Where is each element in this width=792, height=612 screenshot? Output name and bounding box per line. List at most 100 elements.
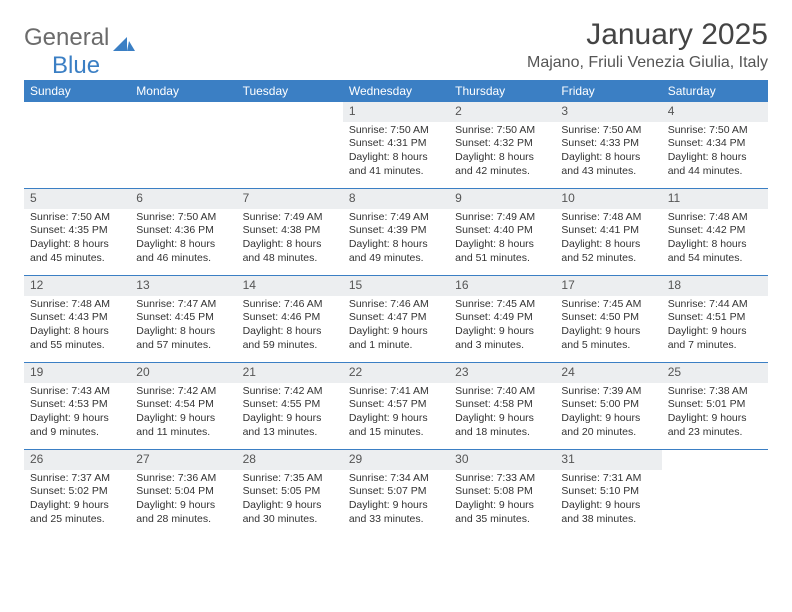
day-cell: 4Sunrise: 7:50 AMSunset: 4:34 PMDaylight… <box>662 102 768 188</box>
week-row: 26 Sunrise: 7:37 AMSunset: 5:02 PM Dayligh… <box>24 450 768 536</box>
day-number: 18 <box>662 276 768 296</box>
daylight-text: Daylight: 9 hours and 23 minutes. <box>668 412 762 439</box>
sunset-text: Sunset: 4:34 PM <box>668 137 762 151</box>
sunrise-text: Sunrise: 7:50 AM <box>136 211 230 225</box>
daylight-text: Daylight: 9 hours and 3 minutes. <box>455 325 549 352</box>
day-header-cell: Monday <box>130 80 236 102</box>
sunrise-text: Sunrise: 7:45 AM <box>455 298 549 312</box>
brand-logo: General <box>24 24 137 52</box>
week-row: 5Sunrise: 7:50 AMSunset: 4:35 PMDaylight… <box>24 189 768 276</box>
daylight-text: Daylight: 9 hours and 18 minutes. <box>455 412 549 439</box>
sunset-text: Sunset: 4:33 PM <box>561 137 655 151</box>
day-details: Sunrise: 7:49 AMSunset: 4:39 PMDaylight:… <box>343 209 449 270</box>
day-details: Sunrise: 7:45 AMSunset: 4:49 PMDaylight:… <box>449 296 555 357</box>
week-row: ...1Sunrise: 7:50 AMSunset: 4:31 PMDayli… <box>24 102 768 189</box>
day-number: 1 <box>343 102 449 122</box>
day-details: Sunrise: 7:40 AMSunset: 4:58 PMDaylight:… <box>449 383 555 444</box>
daylight-text: Daylight: 9 hours and 33 minutes. <box>349 499 443 526</box>
daylight-text: Daylight: 9 hours and 28 minutes. <box>136 499 230 526</box>
sunrise-text: Sunrise: 7:50 AM <box>455 124 549 138</box>
day-cell: 21Sunrise: 7:42 AMSunset: 4:55 PMDayligh… <box>237 363 343 449</box>
day-number: 25 <box>662 363 768 383</box>
day-cell: . <box>130 102 236 188</box>
day-cell: 2Sunrise: 7:50 AMSunset: 4:32 PMDaylight… <box>449 102 555 188</box>
day-details: Sunrise: 7:31 AMSunset: 5:10 PMDaylight:… <box>555 470 661 531</box>
sunrise-text: Sunrise: 7:50 AM <box>30 211 124 225</box>
sunrise-text: Sunrise: 7:49 AM <box>455 211 549 225</box>
day-cell: 14Sunrise: 7:46 AMSunset: 4:46 PMDayligh… <box>237 276 343 362</box>
week-row: 19Sunrise: 7:43 AMSunset: 4:53 PMDayligh… <box>24 363 768 450</box>
sunset-text: Sunset: 4:47 PM <box>349 311 443 325</box>
day-details: Sunrise: 7:34 AMSunset: 5:07 PMDaylight:… <box>343 470 449 531</box>
sunrise-text: Sunrise: 7:31 AM <box>561 472 655 486</box>
sunset-text: Sunset: 4:58 PM <box>455 398 549 412</box>
sunset-text: Sunset: 4:35 PM <box>30 224 124 238</box>
day-cell: 25 Sunrise: 7:38 AMSunset: 5:01 PMDayligh… <box>662 363 768 449</box>
day-details: Sunrise: 7:50 AMSunset: 4:32 PMDaylight:… <box>449 122 555 183</box>
day-details: Sunrise: 7:44 AMSunset: 4:51 PMDaylight:… <box>662 296 768 357</box>
day-number: 20 <box>130 363 236 383</box>
day-details: Sunrise: 7:42 AMSunset: 4:55 PMDaylight:… <box>237 383 343 444</box>
sunrise-text: Sunrise: 7:37 AM <box>30 472 124 486</box>
day-cell: 9Sunrise: 7:49 AMSunset: 4:40 PMDaylight… <box>449 189 555 275</box>
day-cell: 28Sunrise: 7:35 AMSunset: 5:05 PMDayligh… <box>237 450 343 536</box>
day-cell: 27Sunrise: 7:36 AMSunset: 5:04 PMDayligh… <box>130 450 236 536</box>
sunrise-text: Sunrise: 7:47 AM <box>136 298 230 312</box>
day-cell: 23Sunrise: 7:40 AMSunset: 4:58 PMDayligh… <box>449 363 555 449</box>
sunrise-text: Sunrise: 7:45 AM <box>561 298 655 312</box>
daylight-text: Daylight: 9 hours and 5 minutes. <box>561 325 655 352</box>
sunset-text: Sunset: 4:50 PM <box>561 311 655 325</box>
sunset-text: Sunset: 4:55 PM <box>243 398 337 412</box>
day-header-cell: Saturday <box>662 80 768 102</box>
day-number: 27 <box>130 450 236 470</box>
day-number: 10 <box>555 189 661 209</box>
day-number: 13 <box>130 276 236 296</box>
day-cell: 3Sunrise: 7:50 AMSunset: 4:33 PMDaylight… <box>555 102 661 188</box>
daylight-text: Daylight: 8 hours and 52 minutes. <box>561 238 655 265</box>
triangle-icon <box>113 30 135 46</box>
sunset-text: Sunset: 5:08 PM <box>455 485 549 499</box>
sunrise-text: Sunrise: 7:46 AM <box>243 298 337 312</box>
sunrise-text: Sunrise: 7:49 AM <box>349 211 443 225</box>
sunrise-text: Sunrise: 7:48 AM <box>561 211 655 225</box>
sunset-text: Sunset: 4:38 PM <box>243 224 337 238</box>
day-number: 8 <box>343 189 449 209</box>
day-number: 9 <box>449 189 555 209</box>
day-number: 15 <box>343 276 449 296</box>
sunrise-text: Sunrise: 7:50 AM <box>561 124 655 138</box>
daylight-text: Daylight: 9 hours and 30 minutes. <box>243 499 337 526</box>
day-cell: 1Sunrise: 7:50 AMSunset: 4:31 PMDaylight… <box>343 102 449 188</box>
day-details: Sunrise: 7:50 AMSunset: 4:36 PMDaylight:… <box>130 209 236 270</box>
calendar: SundayMondayTuesdayWednesdayThursdayFrid… <box>24 80 768 536</box>
day-details: Sunrise: 7:33 AMSunset: 5:08 PMDaylight:… <box>449 470 555 531</box>
sunset-text: Sunset: 4:57 PM <box>349 398 443 412</box>
day-details: Sunrise: 7:35 AMSunset: 5:05 PMDaylight:… <box>237 470 343 531</box>
daylight-text: Daylight: 8 hours and 43 minutes. <box>561 151 655 178</box>
day-cell: 7Sunrise: 7:49 AMSunset: 4:38 PMDaylight… <box>237 189 343 275</box>
sunset-text: Sunset: 4:40 PM <box>455 224 549 238</box>
day-header-cell: Tuesday <box>237 80 343 102</box>
sunrise-text: Sunrise: 7:43 AM <box>30 385 124 399</box>
daylight-text: Daylight: 8 hours and 59 minutes. <box>243 325 337 352</box>
day-cell: 13Sunrise: 7:47 AMSunset: 4:45 PMDayligh… <box>130 276 236 362</box>
day-details: Sunrise: 7:49 AMSunset: 4:38 PMDaylight:… <box>237 209 343 270</box>
day-cell: 19Sunrise: 7:43 AMSunset: 4:53 PMDayligh… <box>24 363 130 449</box>
sunrise-text: Sunrise: 7:42 AM <box>136 385 230 399</box>
location-text: Majano, Friuli Venezia Giulia, Italy <box>527 54 768 72</box>
sunrise-text: Sunrise: 7:39 AM <box>561 385 655 399</box>
day-cell: 15Sunrise: 7:46 AMSunset: 4:47 PMDayligh… <box>343 276 449 362</box>
daylight-text: Daylight: 8 hours and 49 minutes. <box>349 238 443 265</box>
day-details: Sunrise: 7:41 AMSunset: 4:57 PMDaylight:… <box>343 383 449 444</box>
daylight-text: Daylight: 9 hours and 35 minutes. <box>455 499 549 526</box>
day-header-cell: Friday <box>555 80 661 102</box>
day-number: 30 <box>449 450 555 470</box>
sunset-text: Sunset: 5:02 PM <box>30 485 124 499</box>
day-number: 26 <box>24 450 130 470</box>
sunrise-text: Sunrise: 7:41 AM <box>349 385 443 399</box>
sunrise-text: Sunrise: 7:38 AM <box>668 385 762 399</box>
sunrise-text: Sunrise: 7:49 AM <box>243 211 337 225</box>
daylight-text: Daylight: 8 hours and 57 minutes. <box>136 325 230 352</box>
day-number: 12 <box>24 276 130 296</box>
sunset-text: Sunset: 5:01 PM <box>668 398 762 412</box>
daylight-text: Daylight: 8 hours and 55 minutes. <box>30 325 124 352</box>
